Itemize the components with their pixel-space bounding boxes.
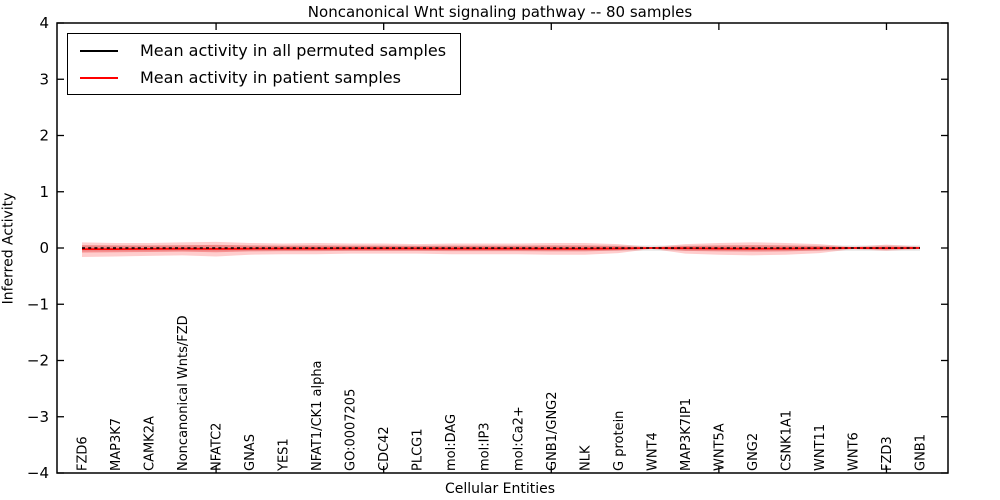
legend-entry-permuted: Mean activity in all permuted samples bbox=[80, 41, 446, 60]
x-category-label: NLK bbox=[578, 445, 593, 471]
y-tick-label: 3 bbox=[39, 70, 49, 88]
x-category-label: WNT5A bbox=[712, 423, 727, 471]
y-tick-label: −1 bbox=[27, 295, 49, 313]
y-tick-label: 1 bbox=[39, 183, 49, 201]
x-category-label: MAP3K7IP1 bbox=[679, 398, 694, 471]
x-axis-label: Cellular Entities bbox=[444, 481, 556, 497]
legend-entry-label: Mean activity in all permuted samples bbox=[140, 41, 447, 60]
x-category-label: WNT11 bbox=[813, 424, 828, 471]
legend-entry-label: Mean activity in patient samples bbox=[140, 68, 401, 87]
x-category-label: GNG2 bbox=[746, 433, 761, 471]
x-category-label: mol:DAG bbox=[444, 414, 459, 471]
y-tick-label: 2 bbox=[39, 127, 49, 145]
x-category-label: mol:Ca2+ bbox=[511, 406, 526, 471]
x-category-label: CSNK1A1 bbox=[779, 410, 794, 471]
permuted-line-swatch bbox=[80, 49, 118, 52]
x-category-label: WNT6 bbox=[846, 432, 861, 471]
x-category-label: FZD3 bbox=[880, 436, 895, 471]
x-category-label: Noncanonical Wnts/FZD bbox=[176, 315, 191, 471]
x-category-label: GNAS bbox=[243, 434, 258, 471]
x-category-label: PLCG1 bbox=[411, 428, 426, 471]
x-category-label: G protein bbox=[612, 411, 627, 471]
patient-line-swatch bbox=[80, 76, 118, 79]
y-tick-label: 4 bbox=[39, 14, 49, 32]
x-category-label: NFATC2 bbox=[210, 423, 225, 471]
x-category-label: CAMK2A bbox=[143, 416, 158, 471]
x-category-label: GNB1 bbox=[914, 434, 929, 471]
legend-box: Mean activity in all permuted samples Me… bbox=[67, 33, 462, 95]
chart-title: Noncanonical Wnt signaling pathway -- 80… bbox=[307, 3, 693, 21]
y-axis-label: Inferred Activity bbox=[0, 192, 17, 305]
x-category-label: FZD6 bbox=[76, 436, 91, 471]
x-category-label: CDC42 bbox=[377, 426, 392, 471]
x-category-label: mol:IP3 bbox=[478, 422, 493, 471]
x-category-label: WNT4 bbox=[645, 432, 660, 471]
y-tick-label: −4 bbox=[27, 464, 49, 482]
y-tick-label: −2 bbox=[27, 352, 49, 370]
y-tick-label: −3 bbox=[27, 408, 49, 426]
x-category-label: NFAT1/CK1 alpha bbox=[310, 360, 325, 471]
x-category-label: MAP3K7 bbox=[109, 418, 124, 471]
x-category-label: GNB1/GNG2 bbox=[545, 391, 560, 471]
legend-entry-patient: Mean activity in patient samples bbox=[80, 68, 446, 87]
x-category-label: YES1 bbox=[277, 438, 292, 472]
mean-patient-line bbox=[82, 247, 921, 251]
y-tick-label: 0 bbox=[39, 239, 49, 257]
x-category-label: GO:0007205 bbox=[344, 389, 359, 471]
